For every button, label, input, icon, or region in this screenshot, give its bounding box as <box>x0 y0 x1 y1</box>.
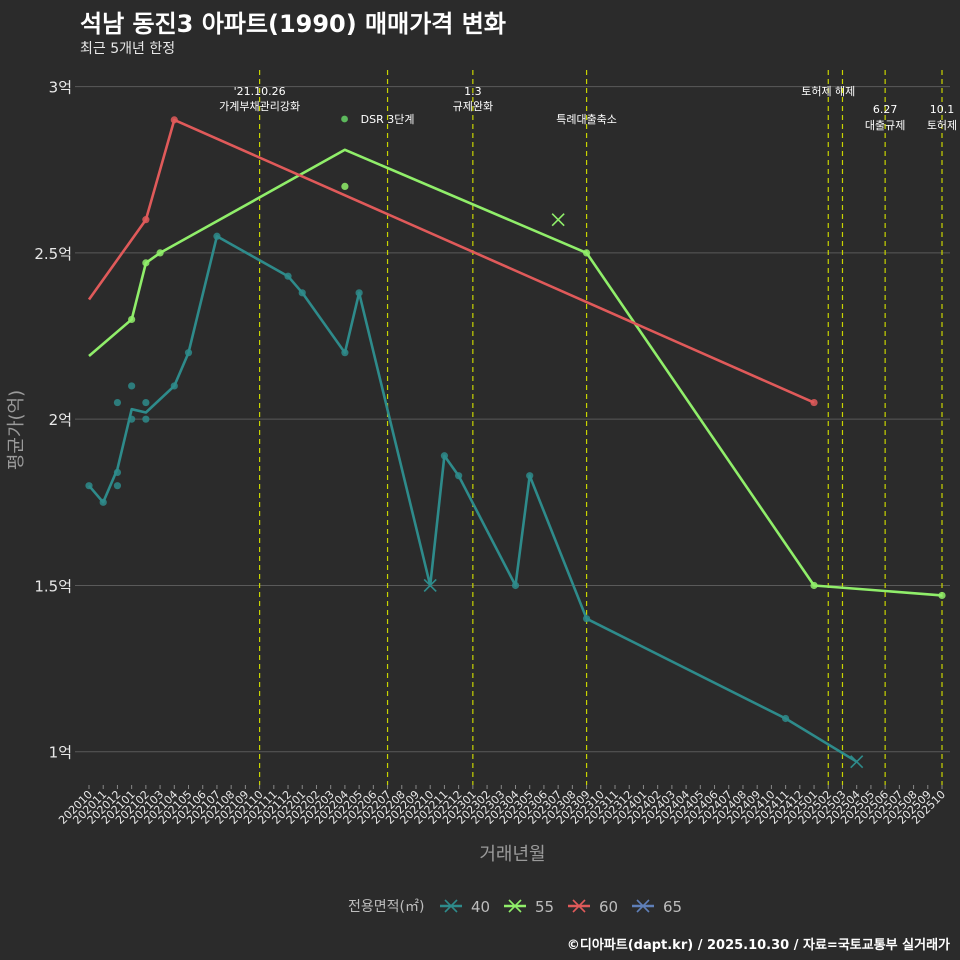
series-line-60 <box>87 118 815 404</box>
dsr-marker-icon <box>341 115 348 123</box>
data-point-40 <box>582 615 591 623</box>
legend-title: 전용면적(㎡) <box>348 899 424 915</box>
data-point-40 <box>355 289 363 297</box>
data-point-60 <box>170 116 178 124</box>
event-label: 대출규제 <box>865 119 905 132</box>
x-mark-stroke <box>850 755 864 769</box>
data-point-40 <box>128 382 136 390</box>
data-point-55 <box>128 315 136 324</box>
x-mark-stroke <box>551 213 565 227</box>
event-label: 특례대출축소 <box>556 113 617 126</box>
data-point-40 <box>298 289 306 297</box>
data-point-55 <box>582 249 591 257</box>
legend-key-x <box>636 899 650 913</box>
legend-item-55: 55 <box>504 898 554 916</box>
data-point-60 <box>142 216 150 224</box>
legend-item-40: 40 <box>440 898 490 916</box>
event-label: 가계부채관리강화 <box>219 100 300 113</box>
y-tick-label: 3억 <box>49 79 72 97</box>
legend-key-x <box>444 899 458 913</box>
data-point-55 <box>156 249 164 257</box>
event-label: 1.3 <box>464 85 482 98</box>
event-label: 토허제 <box>927 119 957 132</box>
data-point-40 <box>99 498 107 506</box>
legend-item-60: 60 <box>568 898 618 916</box>
y-axis-title: 평균가(억) <box>6 390 27 470</box>
data-point-40 <box>113 482 122 490</box>
data-point-40 <box>213 232 221 240</box>
y-tick-label: 1.5억 <box>34 577 72 595</box>
data-point-40 <box>440 452 449 460</box>
series-line-55 <box>88 148 943 597</box>
data-point-40 <box>526 472 534 480</box>
x-mark-40 <box>850 755 864 769</box>
y-tick-label: 2억 <box>49 411 72 429</box>
data-point-40 <box>170 382 178 390</box>
data-point-40 <box>511 581 520 590</box>
event-label: 10.1 <box>930 103 955 116</box>
event-label: 토허제 해제 <box>801 84 855 98</box>
data-point-60 <box>810 398 818 407</box>
data-point-55 <box>341 182 349 190</box>
data-point-55 <box>938 591 946 600</box>
legend-key-x <box>508 899 522 913</box>
data-point-40 <box>113 398 122 407</box>
data-point-40 <box>284 272 292 280</box>
data-point-55 <box>810 581 818 590</box>
data-point-40 <box>455 472 463 480</box>
data-point-55 <box>142 259 150 267</box>
legend-label: 55 <box>535 898 554 916</box>
legend-label: 60 <box>599 898 618 916</box>
chart-title: 석남 동진3 아파트(1990) 매매가격 변화 <box>80 10 506 38</box>
series-line-40 <box>88 235 858 763</box>
data-point-40 <box>113 468 122 476</box>
event-label: 규제완화 <box>453 100 493 113</box>
data-point-40 <box>128 415 136 423</box>
event-label: 6.27 <box>873 103 898 116</box>
x-axis-title: 거래년월 <box>479 844 545 865</box>
y-tick-label: 2.5억 <box>34 245 72 263</box>
legend-key-x <box>572 899 586 913</box>
chart-subtitle: 최근 5개년 한정 <box>80 41 176 57</box>
legend-label: 65 <box>663 898 682 916</box>
data-point-40 <box>341 349 349 357</box>
data-point-40 <box>142 415 150 423</box>
data-point-40 <box>142 398 150 407</box>
y-tick-label: 1억 <box>49 744 72 762</box>
data-point-40 <box>782 714 790 723</box>
x-mark-40 <box>423 578 437 593</box>
legend-item-65: 65 <box>632 898 682 916</box>
data-point-40 <box>85 482 93 490</box>
x-mark-stroke <box>423 578 437 593</box>
legend-label: 40 <box>471 898 490 916</box>
event-label: '21.10.26 <box>234 85 286 98</box>
event-label: DSR 3단계 <box>361 113 415 126</box>
x-mark-55 <box>551 213 565 227</box>
data-point-40 <box>184 349 193 357</box>
source-caption: ©디아파트(dapt.kr) / 2025.10.30 / 자료=국토교통부 실… <box>566 938 950 953</box>
